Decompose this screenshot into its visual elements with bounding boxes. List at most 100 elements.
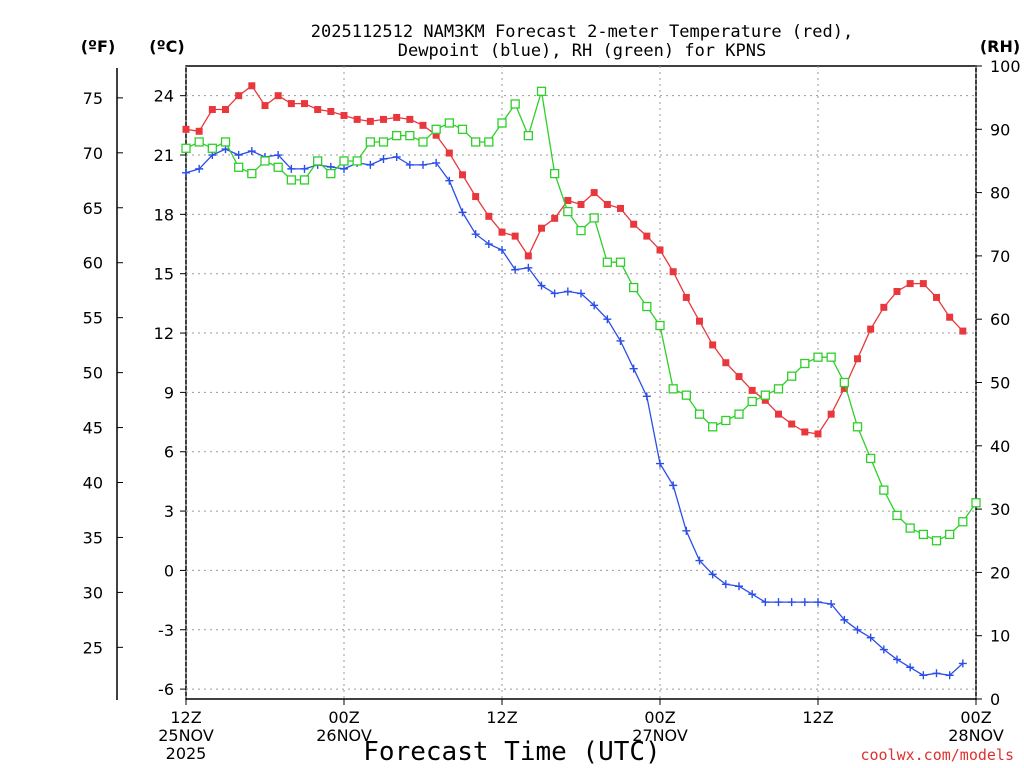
dewpoint-point	[603, 315, 612, 324]
rh-point	[260, 156, 270, 166]
temperature-point	[327, 107, 335, 115]
rh-point	[471, 137, 481, 147]
temperature-point	[208, 106, 216, 114]
rh-point	[602, 257, 612, 267]
credit-label: coolwx.com/models	[860, 746, 1014, 764]
rh-tick-label: 80	[990, 184, 1010, 203]
rh-point	[273, 162, 283, 172]
temperature-series	[182, 82, 967, 438]
dewpoint-point	[866, 633, 875, 642]
temperature-point	[301, 100, 308, 108]
rh-point	[405, 130, 415, 141]
axis-ticks	[117, 65, 982, 705]
dewpoint-point	[800, 598, 809, 607]
rh-point	[234, 162, 244, 172]
dewpoint-point	[274, 151, 283, 160]
temperature-point	[603, 200, 611, 208]
dewpoint-point	[366, 160, 375, 169]
fahrenheit-tick-label: 75	[83, 89, 103, 108]
temperature-point	[432, 131, 440, 139]
temperature-point	[682, 293, 690, 301]
rh-point	[681, 390, 691, 400]
rh-point	[207, 143, 217, 153]
rh-point	[734, 409, 744, 419]
temperature-point	[393, 113, 401, 121]
rh-point	[444, 118, 454, 128]
dewpoint-point	[182, 168, 190, 177]
dewpoint-point	[287, 164, 296, 173]
temperature-point	[472, 193, 480, 201]
temperature-point	[380, 115, 387, 123]
temperature-point	[459, 171, 466, 179]
x-tick-label-date: 27NOV	[632, 726, 688, 745]
temperature-point	[906, 280, 914, 288]
rh-point	[760, 390, 770, 400]
temperature-point	[498, 228, 506, 236]
celsius-tick-label: 24	[154, 87, 174, 106]
plot-frame	[185, 65, 977, 700]
celsius-tick-label: -3	[158, 621, 174, 640]
rh-point	[708, 422, 718, 432]
fahrenheit-tick-label: 60	[83, 254, 103, 273]
rh-point	[378, 137, 389, 147]
rh-tick-label: 90	[990, 120, 1010, 139]
x-tick-label-date: 28NOV	[948, 726, 1004, 745]
dewpoint-point	[616, 336, 625, 345]
rh-point	[615, 257, 626, 267]
celsius-tick-label: 6	[164, 443, 174, 462]
rh-point	[339, 156, 349, 166]
temperature-point	[485, 212, 493, 220]
chart-title-line1: 2025112512 NAM3KM Forecast 2-meter Tempe…	[311, 22, 853, 42]
rh-point	[971, 498, 981, 508]
rh-point	[457, 124, 468, 134]
rh-unit-label: (RH)	[980, 37, 1020, 56]
rh-tick-label: 50	[990, 374, 1010, 393]
rh-point	[918, 529, 928, 540]
temperature-point	[590, 189, 598, 197]
dewpoint-point	[708, 570, 717, 579]
dewpoint-point	[906, 663, 915, 672]
fahrenheit-tick-label: 30	[83, 583, 103, 602]
rh-point	[826, 352, 836, 362]
rh-point	[523, 130, 533, 141]
rh-point	[589, 213, 599, 223]
dewpoint-point	[945, 671, 954, 680]
celsius-tick-label: 15	[154, 265, 174, 284]
rh-point	[905, 523, 915, 533]
temperature-point	[630, 220, 638, 228]
temperature-point	[182, 125, 190, 133]
rh-tick-label: 70	[990, 247, 1010, 266]
dewpoint-point	[392, 152, 401, 161]
temperature-point	[788, 420, 796, 428]
dewpoint-point	[721, 580, 730, 589]
fahrenheit-tick-label: 55	[83, 309, 103, 328]
temperature-point	[735, 373, 743, 381]
dewpoint-point	[879, 645, 888, 654]
temperature-point	[511, 232, 519, 240]
temperature-point	[840, 384, 848, 392]
rh-point	[510, 99, 520, 109]
rh-point	[839, 377, 849, 388]
dewpoint-point	[550, 289, 559, 298]
fahrenheit-tick-label: 35	[83, 528, 103, 547]
temperature-point	[524, 252, 532, 260]
temperature-point	[314, 106, 322, 114]
temperature-point	[946, 313, 954, 321]
dewpoint-series	[182, 145, 967, 680]
rh-point	[313, 156, 323, 166]
rh-point	[563, 206, 573, 217]
rh-tick-label: 40	[990, 437, 1010, 456]
temperature-point	[551, 214, 559, 222]
rh-point	[326, 168, 336, 179]
rh-point	[866, 453, 876, 464]
temperature-point	[669, 268, 677, 276]
rh-point	[299, 175, 310, 185]
temperature-point	[366, 117, 374, 125]
temperature-point	[775, 410, 782, 418]
rh-tick-label: 30	[990, 500, 1010, 519]
temperature-point	[445, 149, 453, 157]
celsius-tick-label: 9	[164, 383, 174, 402]
temperature-point	[867, 325, 875, 333]
rh-point	[365, 137, 375, 147]
celsius-tick-label: 0	[164, 561, 174, 580]
